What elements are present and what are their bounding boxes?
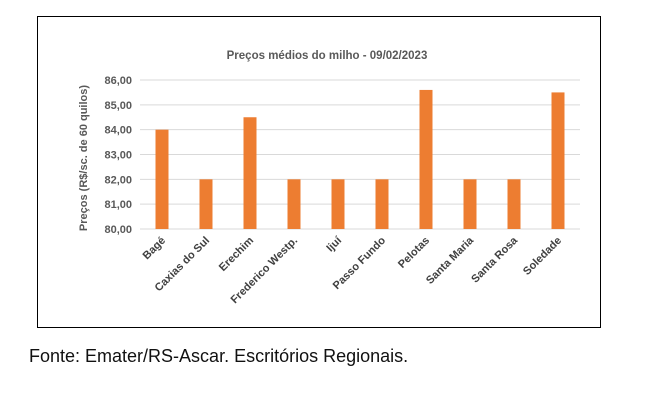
y-tick-label: 84,00 <box>104 125 132 137</box>
bar <box>331 179 345 229</box>
y-tick-label: 82,00 <box>104 174 132 186</box>
x-tick-label: Pelotas <box>396 235 432 271</box>
bar <box>287 179 301 229</box>
bar <box>463 179 477 229</box>
y-axis-label: Preços (R$/sc. de 60 quilos) <box>78 85 90 231</box>
bar <box>507 179 521 229</box>
y-tick-label: 86,00 <box>104 75 132 87</box>
bar <box>551 92 565 230</box>
bars <box>155 89 565 230</box>
bar-chart: Preços médios do milho - 09/02/2023 Preç… <box>78 50 580 306</box>
bar <box>375 179 389 229</box>
y-tick-label: 83,00 <box>104 150 132 162</box>
x-tick-label: Ijuí <box>324 234 344 254</box>
x-tick-label: Santa Maria <box>424 234 477 287</box>
x-tick-label: Erechim <box>217 234 256 273</box>
bar <box>155 129 169 229</box>
y-tick-label: 80,00 <box>104 224 132 236</box>
bar <box>419 89 433 229</box>
bar <box>243 117 257 229</box>
x-tick-label: Soledade <box>521 235 564 278</box>
y-tick-label: 85,00 <box>104 100 132 112</box>
x-tick-label: Santa Rosa <box>469 234 520 285</box>
y-tick-label: 81,00 <box>104 199 132 211</box>
x-tick-label: Bagé <box>141 235 169 263</box>
bar <box>199 179 213 229</box>
chart-title: Preços médios do milho - 09/02/2023 <box>227 50 428 62</box>
y-tick-labels: 80,00 81,00 82,00 83,00 84,00 85,00 86,00 <box>104 75 132 236</box>
gridlines <box>140 79 580 230</box>
chart-frame: Preços médios do milho - 09/02/2023 Preç… <box>37 16 601 328</box>
source-caption: Fonte: Emater/RS-Ascar. Escritórios Regi… <box>29 346 409 366</box>
